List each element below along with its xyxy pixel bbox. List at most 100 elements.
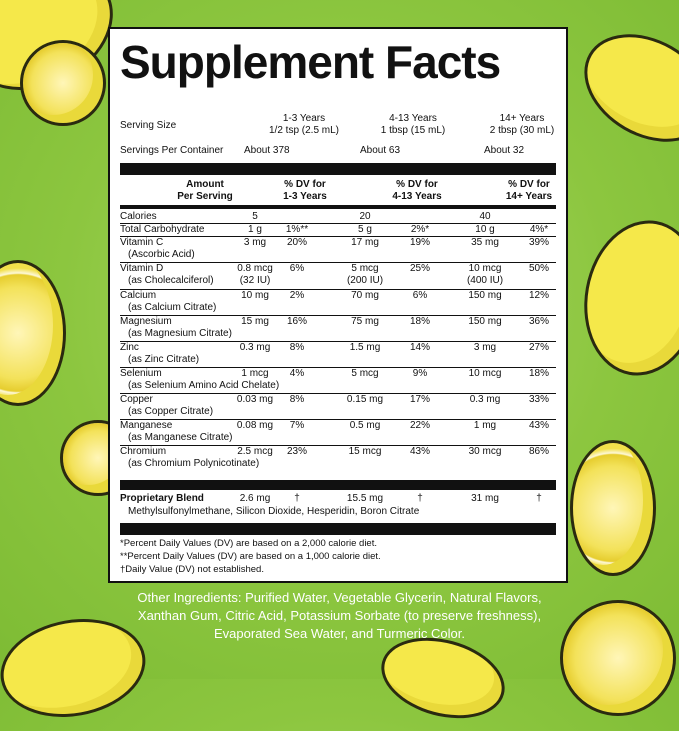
amount-a3: 3 mg [473, 342, 497, 353]
dv-d3: 39% [528, 237, 549, 248]
row-divider [120, 367, 556, 368]
dv-d3: 50% [528, 263, 549, 274]
other-ingredients-line-1: Other Ingredients: Purified Water, Veget… [137, 590, 542, 605]
footnote-1: *Percent Daily Values (DV) are based on … [120, 538, 377, 549]
nutrient-source: (as Cholecalciferol) [128, 275, 214, 286]
amount-a1: 5 [252, 211, 258, 222]
dv-d2: 17% [409, 394, 430, 405]
nutrient-source: (as Magnesium Citrate) [128, 328, 232, 339]
nutrient-source: (as Manganese Citrate) [128, 432, 233, 443]
header-dv-4-13: % DV for 4-13 Years [372, 179, 462, 203]
nutrient-name: Calcium [120, 290, 157, 301]
amount-iu-a1: (32 IU) [239, 275, 271, 286]
amount-a2: 0.5 mg [349, 420, 381, 431]
nutrient-source: (as Calcium Citrate) [128, 302, 217, 313]
amount-a2: 75 mg [351, 316, 379, 327]
amount-a3: 10 g [475, 224, 495, 235]
header-dv2-line1: % DV for [396, 179, 438, 190]
amount-a1: 0.03 mg [236, 394, 274, 405]
dv-d2: 14% [409, 342, 430, 353]
blend-dv-1: † [294, 493, 300, 504]
nutrient-name: Manganese [120, 420, 173, 431]
dv-d2: 25% [409, 263, 430, 274]
dv-d2: 18% [409, 316, 430, 327]
other-ingredients-line-3: Evaporated Sea Water, and Turmeric Color… [214, 626, 465, 641]
lemon-illustration [565, 12, 679, 164]
dv-d1: 1%** [285, 224, 309, 235]
header-amount-line1: Amount [186, 179, 224, 190]
nutrient-name: Total Carbohydrate [120, 224, 205, 235]
dv-d1: 7% [289, 420, 305, 431]
nutrient-name: Copper [120, 394, 153, 405]
amount-a2: 20 [359, 211, 371, 222]
amount-a3: 40 [479, 211, 491, 222]
servings-1: About 378 [244, 145, 290, 156]
nutrient-source: (Ascorbic Acid) [128, 249, 195, 260]
group-size-1: 1/2 tsp (2.5 mL) [268, 125, 340, 136]
blend-dv-2: † [417, 493, 423, 504]
row-divider [120, 341, 556, 342]
dv-d3: 18% [528, 368, 549, 379]
servings-3: About 32 [484, 145, 525, 156]
amount-a3: 150 mg [468, 290, 502, 301]
amount-a3: 10 mcg [468, 263, 502, 274]
nutrient-name: Chromium [120, 446, 167, 457]
dv-d1: 20% [286, 237, 307, 248]
supplement-facts-panel: Supplement Facts Serving Size 1-3 Years … [108, 27, 568, 583]
servings-per-container-label: Servings Per Container [120, 145, 224, 156]
row-divider [120, 445, 556, 446]
blend-ingredients: Methylsulfonylmethane, Silicon Dioxide, … [128, 506, 420, 517]
dv-d3: 43% [528, 420, 549, 431]
amount-a1: 1 mcg [241, 368, 269, 379]
header-dv3-line2: 14+ Years [505, 191, 553, 202]
footnote-2: **Percent Daily Values (DV) are based on… [120, 551, 381, 562]
header-divider [120, 205, 556, 209]
header-dv1-line2: 1-3 Years [283, 191, 327, 202]
amount-a3: 10 mcg [468, 368, 502, 379]
amount-a1: 15 mg [241, 316, 269, 327]
header-dv1-line1: % DV for [284, 179, 326, 190]
header-dv2-line2: 4-13 Years [392, 191, 442, 202]
nutrient-name: Vitamin C [120, 237, 164, 248]
header-amount-line2: Per Serving [177, 191, 233, 202]
row-divider [120, 223, 556, 224]
other-ingredients-line-2: Xanthan Gum, Citric Acid, Potassium Sorb… [137, 608, 542, 623]
blend-divider [120, 480, 556, 490]
servings-2: About 63 [360, 145, 401, 156]
blend-name: Proprietary Blend [120, 493, 204, 504]
lemon-slice-illustration [570, 440, 656, 576]
dv-d3: 86% [528, 446, 549, 457]
header-dv-14: % DV for 14+ Years [484, 179, 574, 203]
amount-a2: 0.15 mg [346, 394, 384, 405]
amount-a3: 1 mg [473, 420, 497, 431]
group-size-3: 2 tbsp (30 mL) [489, 125, 555, 136]
blend-amount-1: 2.6 mg [239, 493, 271, 504]
group-age-1: 1-3 Years [282, 113, 326, 124]
dv-d1: 4% [289, 368, 305, 379]
dv-d1: 6% [289, 263, 305, 274]
dv-d2: 6% [412, 290, 428, 301]
other-ingredients: Other Ingredients: Purified Water, Veget… [0, 589, 679, 643]
row-divider [120, 289, 556, 290]
amount-a3: 30 mcg [468, 446, 502, 457]
amount-a1: 0.8 mcg [237, 263, 273, 274]
nutrient-source: (as Copper Citrate) [128, 406, 214, 417]
row-divider [120, 315, 556, 316]
amount-a1: 0.3 mg [239, 342, 271, 353]
row-divider [120, 393, 556, 394]
dv-d1: 16% [286, 316, 307, 327]
amount-a2: 17 mg [351, 237, 379, 248]
dv-d3: 27% [528, 342, 549, 353]
footnote-3: †Daily Value (DV) not established. [120, 564, 264, 575]
group-age-2: 4-13 Years [389, 113, 437, 124]
amount-a1: 0.08 mg [236, 420, 274, 431]
header-dv3-line1: % DV for [508, 179, 550, 190]
amount-a2: 70 mg [351, 290, 379, 301]
amount-iu-a2: (200 IU) [346, 275, 384, 286]
dv-d2: 9% [412, 368, 428, 379]
blend-amount-2: 15.5 mg [346, 493, 384, 504]
nutrient-name: Magnesium [120, 316, 172, 327]
amount-iu-a3: (400 IU) [466, 275, 504, 286]
dv-d1: 8% [289, 394, 305, 405]
amount-a3: 0.3 mg [469, 394, 501, 405]
